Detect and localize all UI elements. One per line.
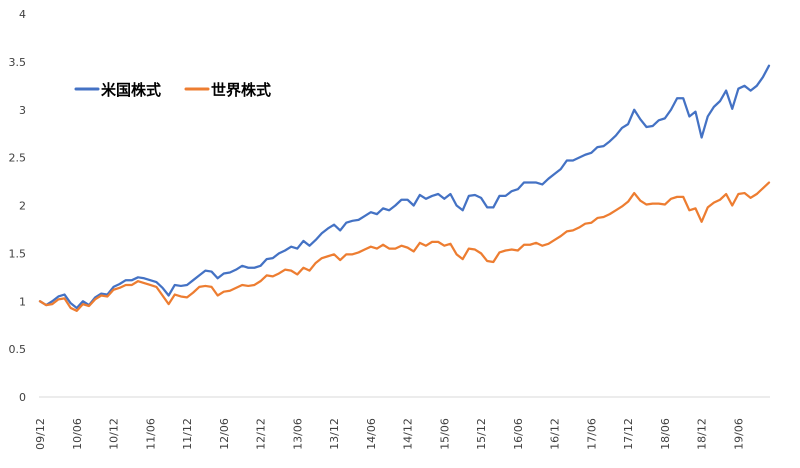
x-tick-label: 16/12	[549, 418, 562, 450]
x-tick-label: 14/06	[365, 418, 378, 450]
y-tick-label: 3.5	[9, 56, 27, 69]
y-tick-label: 2.5	[9, 152, 27, 165]
legend: 米国株式 世界株式	[74, 81, 271, 99]
x-axis-ticks: 09/12 10/06 10/12 11/06 11/12 12/06 12/12 13/06…	[34, 418, 745, 450]
series-line-world-stocks	[38, 181, 771, 312]
x-tick-label: 18/06	[659, 418, 672, 450]
x-tick-label: 15/06	[438, 418, 451, 450]
y-tick-label: 3	[19, 104, 26, 117]
x-tick-label: 13/12	[328, 418, 341, 450]
x-tick-label: 14/12	[402, 418, 415, 450]
y-tick-label: 0.5	[9, 343, 27, 356]
y-tick-label: 0	[19, 391, 26, 404]
legend-label-world: 世界株式	[211, 81, 271, 99]
x-tick-label: 13/06	[291, 418, 304, 450]
x-tick-label: 10/06	[71, 418, 84, 450]
x-tick-label: 17/06	[585, 418, 598, 450]
series-layer	[38, 64, 771, 312]
y-axis-ticks: 0 0.5 1 1.5 2 2.5 3 3.5 4	[9, 8, 27, 404]
x-tick-label: 10/12	[108, 418, 121, 450]
series-line-us-stocks	[38, 64, 771, 310]
y-tick-label: 1.5	[9, 247, 27, 260]
x-tick-label: 11/12	[181, 418, 194, 450]
y-tick-label: 1	[19, 295, 26, 308]
legend-label-us: 米国株式	[101, 81, 161, 99]
x-tick-label: 16/06	[512, 418, 525, 450]
x-tick-label: 17/12	[622, 418, 635, 450]
x-tick-label: 19/06	[732, 418, 745, 450]
x-tick-label: 09/12	[34, 418, 47, 450]
y-tick-label: 4	[19, 8, 26, 21]
x-tick-label: 12/06	[218, 418, 231, 450]
x-tick-label: 11/06	[144, 418, 157, 450]
x-tick-label: 12/12	[255, 418, 268, 450]
y-tick-label: 2	[19, 200, 26, 213]
x-tick-label: 15/12	[475, 418, 488, 450]
x-tick-label: 18/12	[696, 418, 709, 450]
